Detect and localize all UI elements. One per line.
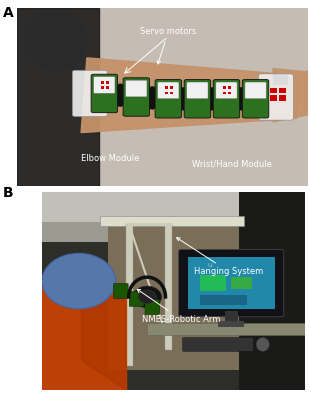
- Bar: [165, 86, 168, 89]
- Bar: [165, 224, 172, 350]
- Bar: [239, 192, 305, 390]
- Ellipse shape: [304, 81, 311, 92]
- FancyBboxPatch shape: [126, 80, 147, 97]
- Text: A: A: [3, 6, 14, 20]
- Ellipse shape: [176, 87, 189, 110]
- Ellipse shape: [256, 338, 269, 351]
- Ellipse shape: [23, 9, 87, 71]
- FancyBboxPatch shape: [187, 82, 208, 99]
- Polygon shape: [273, 68, 308, 122]
- Text: Wrist/Hand Module: Wrist/Hand Module: [192, 159, 272, 168]
- Bar: [42, 222, 305, 242]
- Ellipse shape: [146, 86, 159, 110]
- FancyBboxPatch shape: [245, 82, 266, 99]
- Circle shape: [138, 290, 156, 304]
- Bar: [270, 95, 277, 100]
- FancyBboxPatch shape: [216, 82, 237, 99]
- FancyBboxPatch shape: [114, 284, 128, 298]
- Polygon shape: [17, 8, 99, 186]
- Bar: [200, 275, 226, 291]
- Bar: [223, 92, 226, 94]
- FancyBboxPatch shape: [183, 338, 253, 351]
- Bar: [100, 216, 244, 226]
- Ellipse shape: [234, 87, 248, 110]
- Bar: [225, 311, 238, 323]
- Bar: [231, 277, 252, 289]
- Bar: [106, 86, 109, 89]
- Ellipse shape: [304, 104, 311, 115]
- Bar: [218, 321, 244, 327]
- Bar: [108, 222, 239, 370]
- Bar: [101, 86, 104, 89]
- Text: B: B: [3, 186, 14, 200]
- FancyBboxPatch shape: [184, 80, 211, 118]
- Bar: [279, 95, 286, 100]
- Bar: [188, 257, 275, 309]
- Bar: [170, 92, 173, 94]
- Bar: [170, 86, 173, 89]
- Ellipse shape: [304, 70, 311, 81]
- FancyBboxPatch shape: [258, 74, 293, 120]
- Bar: [270, 88, 277, 94]
- FancyBboxPatch shape: [129, 291, 144, 306]
- Bar: [42, 192, 305, 228]
- Polygon shape: [42, 287, 126, 390]
- FancyBboxPatch shape: [72, 70, 107, 116]
- FancyBboxPatch shape: [242, 80, 269, 118]
- Bar: [165, 92, 168, 94]
- Polygon shape: [81, 58, 302, 133]
- FancyBboxPatch shape: [179, 250, 284, 317]
- Bar: [228, 92, 231, 94]
- Bar: [101, 81, 104, 84]
- FancyBboxPatch shape: [213, 80, 240, 118]
- FancyBboxPatch shape: [155, 80, 182, 118]
- Bar: [223, 86, 226, 89]
- FancyBboxPatch shape: [123, 78, 150, 116]
- Text: Elbow Module: Elbow Module: [81, 154, 139, 163]
- Bar: [228, 86, 231, 89]
- Bar: [200, 295, 247, 305]
- Circle shape: [42, 253, 116, 309]
- Bar: [279, 88, 286, 94]
- Bar: [273, 74, 288, 84]
- FancyBboxPatch shape: [94, 77, 115, 93]
- Bar: [126, 224, 133, 366]
- FancyBboxPatch shape: [91, 74, 118, 113]
- FancyBboxPatch shape: [158, 82, 179, 99]
- Ellipse shape: [304, 92, 311, 102]
- FancyBboxPatch shape: [145, 299, 160, 314]
- Text: Hanging System: Hanging System: [177, 238, 264, 276]
- Polygon shape: [81, 287, 126, 390]
- Bar: [147, 323, 305, 334]
- Ellipse shape: [114, 84, 127, 107]
- Text: UI: UI: [207, 263, 213, 268]
- Ellipse shape: [205, 87, 218, 110]
- Bar: [106, 81, 109, 84]
- Text: Servo motors: Servo motors: [140, 28, 197, 64]
- Text: NMES-Robotic Arm: NMES-Robotic Arm: [137, 289, 220, 324]
- Circle shape: [133, 286, 161, 308]
